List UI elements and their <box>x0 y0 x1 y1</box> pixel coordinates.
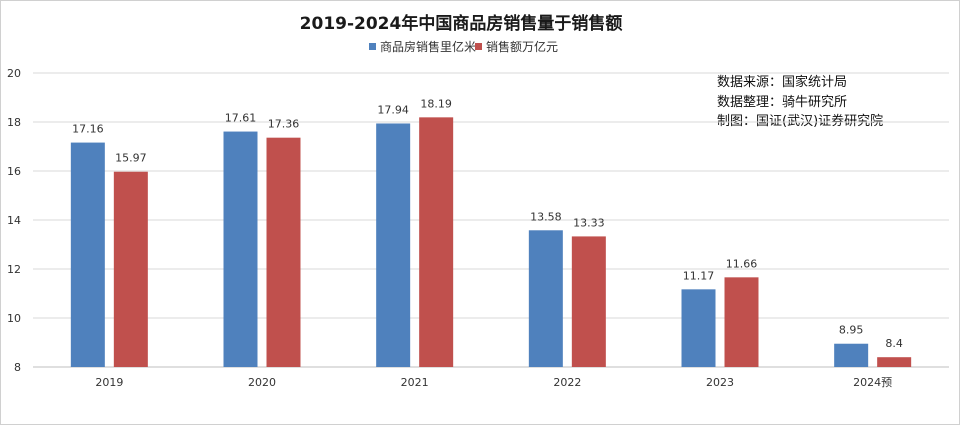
y-tick-label: 10 <box>7 312 21 325</box>
bars: 17.16 15.97 17.61 17.36 17.94 18.19 13.58 13.33… <box>70 97 912 367</box>
x-tick-label: 2019 <box>95 376 123 389</box>
data-label: 17.94 <box>377 103 409 116</box>
x-tick-label: 2022 <box>553 376 581 389</box>
x-tick-label: 2024预 <box>853 376 892 389</box>
bar-volume-0 <box>70 142 105 367</box>
legend-label: 销售额万亿元 <box>486 39 558 54</box>
data-label: 8.95 <box>839 324 864 337</box>
data-label: 8.4 <box>885 337 903 350</box>
legend-swatch <box>475 43 482 50</box>
legend-label: 商品房销售里亿米 <box>380 39 476 54</box>
bar-volume-2 <box>376 123 411 367</box>
source-line-1: 数据来源：国家统计局 <box>717 74 847 90</box>
bar-volume-3 <box>528 230 563 367</box>
bar-sales-3 <box>571 236 606 367</box>
y-tick-label: 20 <box>7 67 21 80</box>
source-line-2: 数据整理：骑牛研究所 <box>717 95 847 110</box>
y-tick-label: 12 <box>7 263 21 276</box>
data-label: 13.33 <box>573 216 605 229</box>
y-tick-label: 18 <box>7 116 21 129</box>
bar-sales-0 <box>113 171 148 367</box>
data-label: 18.19 <box>420 97 452 110</box>
x-tick-label: 2021 <box>401 376 429 389</box>
bar-sales-2 <box>419 117 454 367</box>
data-label: 15.97 <box>115 152 147 165</box>
data-label: 13.58 <box>530 210 562 223</box>
legend-swatch <box>369 43 376 50</box>
bar-volume-1 <box>223 131 258 367</box>
x-axis: 2019 2020 2021 2022 2023 2024预 <box>95 376 892 389</box>
chart-title: 2019-2024年中国商品房销售量于销售额 <box>300 13 623 34</box>
y-tick-label: 8 <box>14 361 21 374</box>
y-tick-label: 14 <box>7 214 21 227</box>
source-annotation: 数据来源：国家统计局 数据整理：骑牛研究所 制图：国证(武汉)证券研究院 <box>717 74 883 129</box>
data-label: 17.61 <box>225 112 257 125</box>
bar-sales-1 <box>266 137 301 367</box>
x-tick-label: 2023 <box>706 376 734 389</box>
bar-volume-5 <box>834 343 869 367</box>
bar-sales-4 <box>724 277 759 367</box>
data-label: 17.36 <box>268 118 300 131</box>
data-label: 11.66 <box>726 257 758 270</box>
data-label: 11.17 <box>683 269 715 282</box>
data-label: 17.16 <box>72 123 104 136</box>
bar-volume-4 <box>681 289 716 367</box>
y-tick-label: 16 <box>7 165 21 178</box>
x-tick-label: 2020 <box>248 376 276 389</box>
gridlines <box>33 72 949 368</box>
source-line-3: 制图：国证(武汉)证券研究院 <box>717 113 883 129</box>
legend: 商品房销售里亿米 销售额万亿元 <box>369 39 558 54</box>
y-axis: 8 10 12 14 16 18 20 <box>7 67 21 374</box>
bar-sales-5 <box>877 357 912 367</box>
